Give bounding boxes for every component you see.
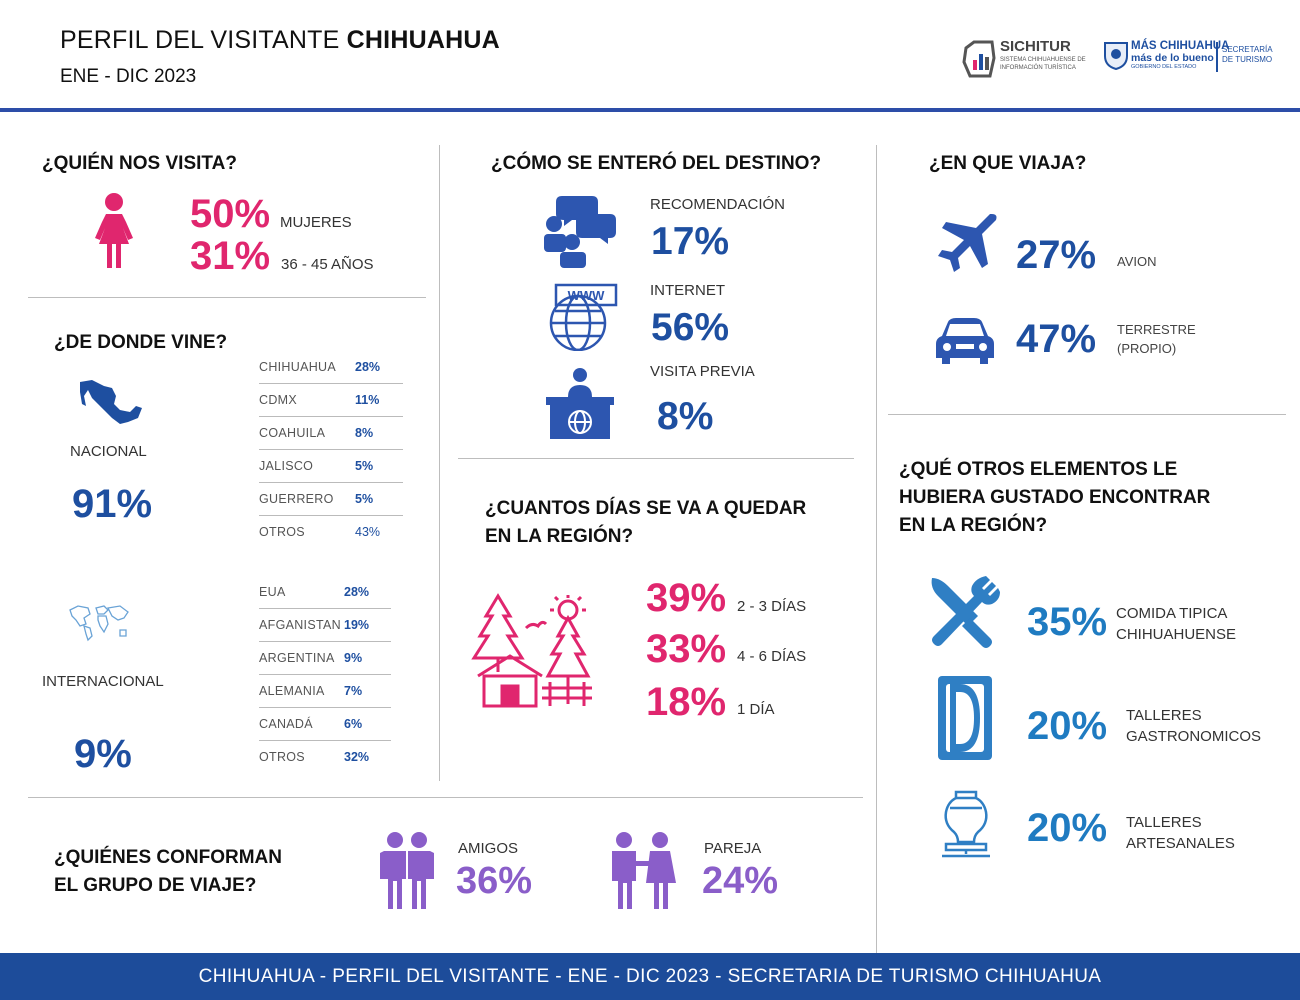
column-divider-left xyxy=(439,145,440,781)
visita-previa-percent: 8% xyxy=(657,395,714,438)
friends-icon xyxy=(380,832,434,909)
comida-percent: 35% xyxy=(1027,600,1108,644)
internet-www-icon: WWW xyxy=(549,283,618,351)
quien-heading: ¿QUIÉN NOS VISITA? xyxy=(42,153,237,174)
sichitur-logo: SICHITUR SISTEMA CHIHUAHUENSE DE INFORMA… xyxy=(962,38,1090,80)
viaja-heading: ¿EN QUE VIAJA? xyxy=(929,153,1087,174)
gastronomicos-label: TALLERES GASTRONOMICOS xyxy=(1126,707,1262,745)
recommendation-chat-icon xyxy=(544,196,616,268)
internacional-label: INTERNACIONAL xyxy=(42,673,164,690)
internet-percent: 56% xyxy=(651,306,730,349)
shield-icon xyxy=(1104,42,1128,70)
sichitur-icon xyxy=(962,40,996,78)
cabin-forest-icon xyxy=(471,593,592,708)
page-subtitle: ENE - DIC 2023 xyxy=(60,66,197,87)
visita-previa-label: VISITA PREVIA xyxy=(650,363,755,380)
dias-1-percent: 18% xyxy=(646,680,727,724)
table-row: GUERRERO 5% xyxy=(259,483,403,516)
table-row: JALISCO 5% xyxy=(259,450,403,483)
nacional-percent: 91% xyxy=(72,482,153,526)
terrestre-label: TERRESTRE (PROPIO) xyxy=(1117,322,1196,356)
gobierno-logo: MÁS CHIHUAHUA más de lo bueno GOBIERNO D… xyxy=(1103,40,1229,74)
dias-4-6-percent: 33% xyxy=(646,627,727,671)
internacional-percent: 9% xyxy=(74,732,132,776)
couple-icon xyxy=(612,832,676,909)
recomendacion-percent: 17% xyxy=(651,220,730,263)
artesanales-percent: 20% xyxy=(1027,806,1108,850)
woman-icon xyxy=(95,193,133,268)
internet-label: INTERNET xyxy=(650,282,725,299)
age-percent: 31% xyxy=(190,234,271,278)
terrestre-percent: 47% xyxy=(1016,317,1097,361)
dias-2-3-percent: 39% xyxy=(646,576,727,620)
table-row: CHIHUAHUA 28% xyxy=(259,351,403,384)
mexico-map-icon xyxy=(80,380,142,424)
nacional-label: NACIONAL xyxy=(70,443,147,460)
section-divider xyxy=(28,797,863,798)
artesanales-label: TALLERES ARTESANALES xyxy=(1126,814,1235,852)
table-row: COAHUILA 8% xyxy=(259,417,403,450)
donde-heading: ¿DE DONDE VINE? xyxy=(54,332,228,353)
otros-heading: ¿QUÉ OTROS ELEMENTOS LE HUBIERA GUSTADO … xyxy=(899,459,1211,536)
nacional-table: CHIHUAHUA 28% CDMX 11% COAHUILA 8% JALISCO 5… xyxy=(259,351,403,548)
svg-text:WWW: WWW xyxy=(568,288,606,303)
table-row: CDMX 11% xyxy=(259,384,403,417)
table-row: AFGANISTAN 19% xyxy=(259,609,391,642)
footer-banner: CHIHUAHUA - PERFIL DEL VISITANTE - ENE -… xyxy=(0,953,1300,1000)
dias-1-label: 1 DÍA xyxy=(737,701,775,718)
secretaria-logo: SECRETARÍA DE TURISMO xyxy=(1222,45,1273,64)
internacional-table: EUA 28% AFGANISTAN 19% ARGENTINA 9% ALEMANI… xyxy=(259,576,391,773)
table-row: EUA 28% xyxy=(259,576,391,609)
comida-label: COMIDA TIPICA CHIHUAHUENSE xyxy=(1116,605,1237,643)
pareja-label: PAREJA xyxy=(704,840,762,857)
column-divider-right xyxy=(876,145,877,953)
reception-desk-icon xyxy=(546,368,614,439)
logo-divider xyxy=(1216,42,1218,72)
table-row: ARGENTINA 9% xyxy=(259,642,391,675)
table-row: ALEMANIA 7% xyxy=(259,675,391,708)
women-percent: 50% xyxy=(190,192,271,236)
como-heading: ¿CÓMO SE ENTERÓ DEL DESTINO? xyxy=(491,153,822,174)
pareja-percent: 24% xyxy=(702,860,779,902)
pottery-vase-icon xyxy=(942,790,990,858)
section-divider xyxy=(888,414,1286,415)
recomendacion-label: RECOMENDACIÓN xyxy=(650,196,786,213)
section-divider xyxy=(458,458,854,459)
table-row: OTROS 43% xyxy=(259,525,381,539)
airplane-icon xyxy=(938,214,997,272)
amigos-percent: 36% xyxy=(456,860,533,902)
table-row: OTROS 32% xyxy=(259,750,370,764)
grupo-heading: ¿QUIÉNES CONFORMAN EL GRUPO DE VIAJE? xyxy=(54,847,282,896)
section-divider xyxy=(28,297,426,298)
age-label: 36 - 45 AÑOS xyxy=(281,256,374,273)
gastronomicos-percent: 20% xyxy=(1027,704,1108,748)
fork-knife-icon xyxy=(931,576,1000,648)
avion-percent: 27% xyxy=(1016,233,1097,277)
amigos-label: AMIGOS xyxy=(458,840,519,857)
dias-2-3-label: 2 - 3 DÍAS xyxy=(737,598,807,615)
car-icon xyxy=(936,318,994,364)
avion-label: AVION xyxy=(1117,254,1157,269)
dias-heading: ¿CUANTOS DÍAS SE VA A QUEDAR EN LA REGIÓ… xyxy=(485,498,807,547)
world-map-icon xyxy=(69,605,129,642)
header-rule xyxy=(0,108,1300,112)
page-title: PERFIL DEL VISITANTE CHIHUAHUA xyxy=(60,26,500,54)
gastronomic-workshop-icon xyxy=(938,676,992,760)
table-row: CANADÁ 6% xyxy=(259,708,391,741)
women-label: MUJERES xyxy=(280,214,352,231)
dias-4-6-label: 4 - 6 DÍAS xyxy=(737,648,807,665)
